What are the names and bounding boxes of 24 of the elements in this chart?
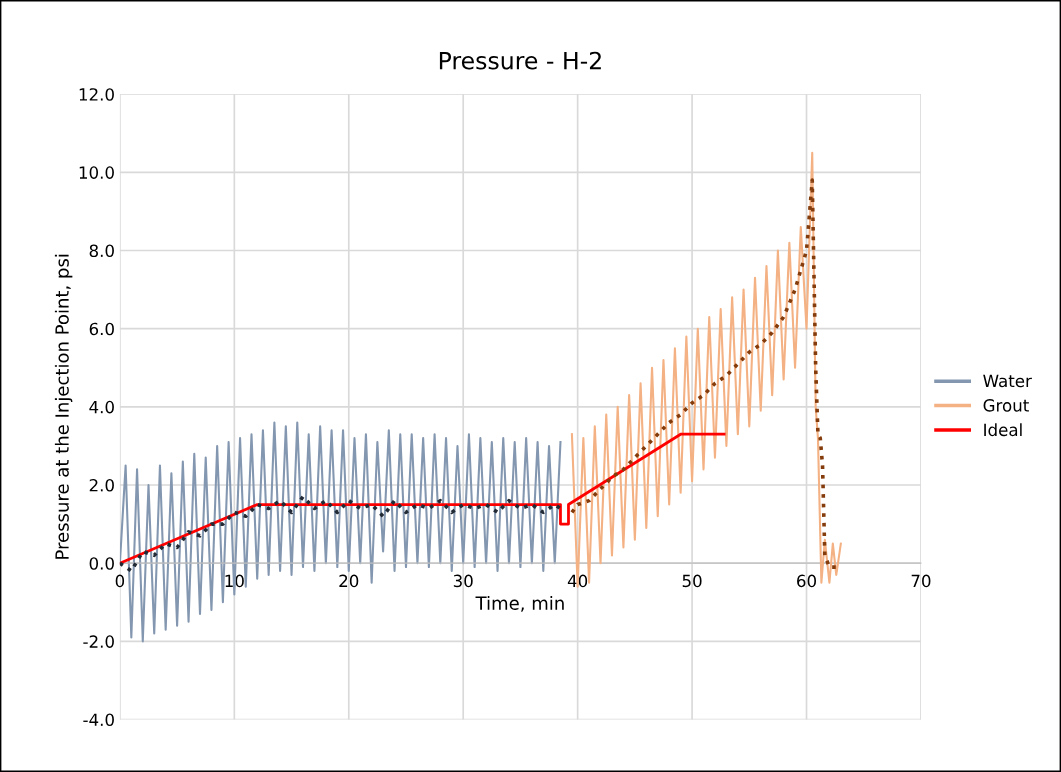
y-tick-label: -4.0: [83, 713, 114, 727]
y-tick-label: 12.0: [79, 88, 114, 101]
x-tick-label: 70: [911, 574, 931, 588]
x-tick-label: 20: [339, 574, 359, 588]
y-tick-label: 6.0: [89, 322, 114, 336]
y-tick-label: 2.0: [89, 478, 114, 492]
x-tick-label: 60: [797, 574, 817, 588]
y-tick-label: 10.0: [79, 166, 114, 179]
legend-label: Water: [983, 374, 1032, 388]
x-tick-label: 0: [115, 574, 125, 588]
x-axis-title: Time, min: [475, 595, 564, 612]
y-axis-title: Pressure at the Injection Point, psi: [54, 254, 73, 559]
x-tick-label: 50: [682, 574, 702, 588]
chart-title: Pressure - H-2: [439, 51, 601, 70]
y-tick-label: 0.0: [89, 557, 114, 570]
y-tick-label: 8.0: [89, 244, 114, 258]
y-tick-label: -2.0: [83, 635, 114, 648]
legend-label: Grout: [983, 399, 1029, 412]
x-tick-label: 40: [567, 574, 588, 588]
legend-label: Ideal: [984, 423, 1022, 437]
y-tick-label: 4.0: [89, 400, 114, 414]
x-tick-label: 30: [453, 574, 473, 588]
x-tick-label: 10: [225, 574, 244, 588]
line-series: [119, 494, 563, 573]
